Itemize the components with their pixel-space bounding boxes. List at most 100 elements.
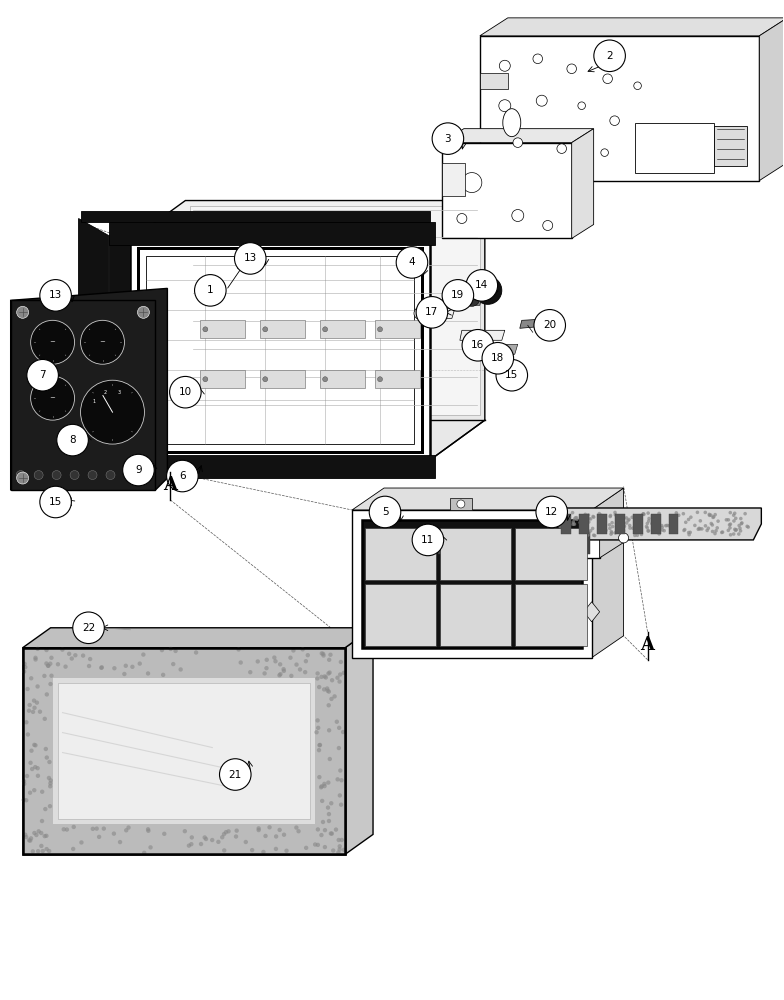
Polygon shape	[147, 256, 414, 444]
Circle shape	[586, 531, 590, 534]
Circle shape	[660, 526, 664, 529]
Circle shape	[338, 844, 342, 848]
Circle shape	[583, 513, 587, 516]
Circle shape	[661, 528, 664, 532]
Circle shape	[34, 833, 38, 837]
Polygon shape	[460, 330, 505, 340]
Circle shape	[70, 656, 74, 661]
Circle shape	[332, 694, 337, 699]
Polygon shape	[260, 320, 305, 338]
Circle shape	[42, 834, 47, 838]
Circle shape	[591, 515, 595, 518]
Circle shape	[713, 532, 717, 535]
Circle shape	[720, 531, 724, 534]
Circle shape	[648, 517, 651, 520]
Polygon shape	[450, 498, 472, 510]
Circle shape	[732, 532, 735, 536]
Polygon shape	[362, 520, 582, 648]
Polygon shape	[441, 584, 511, 646]
Circle shape	[611, 525, 615, 528]
Circle shape	[633, 82, 641, 90]
Circle shape	[336, 676, 339, 680]
Circle shape	[462, 330, 494, 361]
Circle shape	[330, 678, 334, 682]
Circle shape	[457, 500, 465, 508]
Circle shape	[687, 518, 691, 521]
Circle shape	[625, 521, 629, 525]
Polygon shape	[592, 488, 623, 658]
Circle shape	[335, 720, 339, 724]
Circle shape	[281, 669, 286, 673]
Circle shape	[512, 210, 524, 221]
Circle shape	[619, 533, 629, 543]
Circle shape	[267, 825, 272, 830]
Circle shape	[315, 676, 320, 681]
Circle shape	[550, 520, 557, 528]
Text: 3: 3	[118, 390, 122, 395]
Circle shape	[646, 511, 650, 515]
Circle shape	[689, 515, 693, 519]
Text: 4: 4	[408, 257, 416, 267]
Circle shape	[315, 671, 320, 676]
Circle shape	[36, 774, 40, 778]
Circle shape	[67, 652, 71, 656]
Circle shape	[124, 471, 133, 480]
Polygon shape	[23, 824, 345, 854]
Circle shape	[274, 659, 278, 663]
Circle shape	[734, 529, 738, 532]
Text: 16: 16	[471, 340, 485, 350]
Polygon shape	[600, 510, 627, 558]
Circle shape	[16, 472, 29, 484]
Polygon shape	[419, 532, 433, 554]
Circle shape	[48, 804, 53, 808]
Circle shape	[316, 726, 321, 730]
Circle shape	[601, 529, 605, 533]
Circle shape	[317, 748, 321, 752]
Circle shape	[652, 523, 655, 527]
Circle shape	[210, 838, 214, 842]
Circle shape	[589, 517, 593, 521]
Text: 17: 17	[425, 307, 438, 317]
Circle shape	[70, 471, 79, 480]
Circle shape	[160, 648, 164, 652]
Circle shape	[599, 513, 603, 517]
Polygon shape	[480, 73, 508, 89]
Circle shape	[608, 527, 612, 530]
Circle shape	[499, 100, 511, 112]
Circle shape	[49, 682, 53, 686]
Polygon shape	[11, 288, 168, 490]
Circle shape	[641, 512, 644, 516]
Circle shape	[306, 653, 310, 657]
Circle shape	[636, 533, 639, 537]
Polygon shape	[442, 129, 593, 143]
Circle shape	[36, 849, 40, 853]
Polygon shape	[365, 584, 436, 646]
Text: ~: ~	[100, 339, 106, 345]
Circle shape	[49, 674, 53, 678]
Circle shape	[272, 655, 277, 660]
Circle shape	[91, 827, 95, 831]
Circle shape	[238, 660, 243, 665]
Polygon shape	[442, 292, 472, 302]
Text: 21: 21	[229, 770, 242, 780]
Circle shape	[28, 761, 33, 765]
Circle shape	[326, 671, 331, 676]
Circle shape	[585, 519, 589, 522]
Circle shape	[337, 679, 342, 684]
Polygon shape	[147, 242, 428, 458]
Circle shape	[274, 834, 278, 839]
Circle shape	[655, 520, 659, 524]
Circle shape	[45, 692, 49, 697]
Polygon shape	[352, 488, 623, 510]
Circle shape	[677, 514, 681, 517]
Circle shape	[32, 743, 37, 747]
Text: 1: 1	[207, 285, 213, 295]
Circle shape	[414, 307, 426, 319]
Circle shape	[161, 673, 165, 677]
Polygon shape	[488, 344, 517, 354]
Circle shape	[324, 675, 328, 680]
Circle shape	[534, 310, 565, 341]
Circle shape	[338, 672, 343, 677]
Circle shape	[318, 743, 321, 747]
Circle shape	[130, 665, 135, 669]
